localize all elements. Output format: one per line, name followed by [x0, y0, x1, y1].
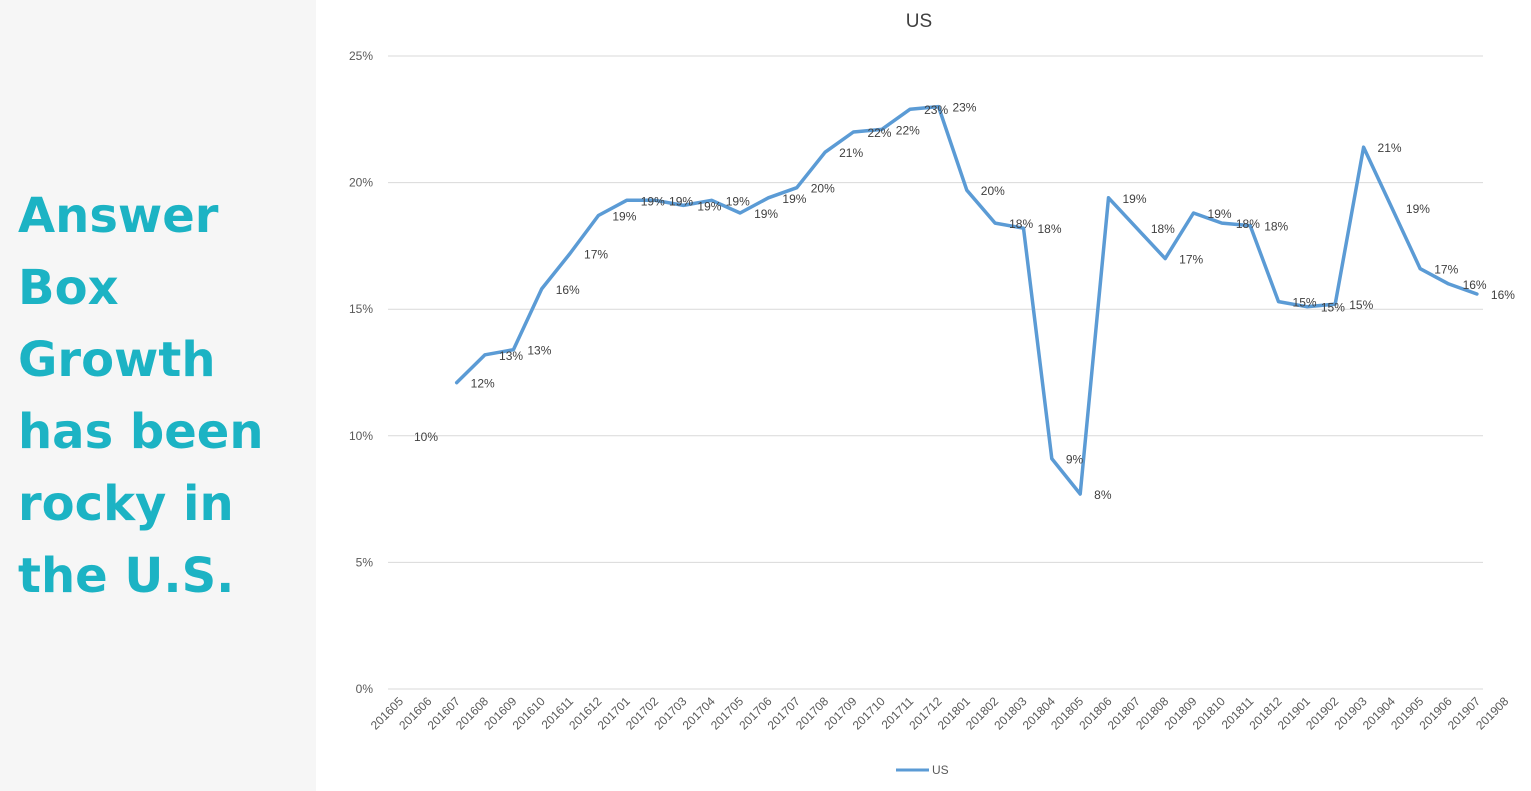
- data-label: 17%: [1434, 263, 1458, 277]
- data-label: 21%: [839, 146, 863, 160]
- data-label: 8%: [1094, 488, 1112, 502]
- data-label: 18%: [1151, 222, 1175, 236]
- y-tick-label: 5%: [356, 555, 374, 569]
- data-label: 19%: [782, 192, 806, 206]
- data-label: 16%: [1463, 278, 1487, 292]
- data-label: 23%: [924, 103, 948, 117]
- data-label: 20%: [811, 182, 835, 196]
- data-label: 15%: [1321, 301, 1345, 315]
- y-axis-labels: 0% 5% 10% 15% 20% 25%: [349, 49, 373, 696]
- data-label: 19%: [1123, 192, 1147, 206]
- data-label: 23%: [952, 101, 976, 115]
- data-label: 16%: [556, 283, 580, 297]
- series-group: [454, 104, 1479, 496]
- headline: Answer Box Growth has been rocky in the …: [18, 188, 264, 604]
- data-label: 19%: [669, 194, 693, 208]
- data-label: 19%: [1406, 202, 1430, 216]
- chart-title: US: [906, 11, 932, 32]
- gridlines: [388, 55, 1483, 690]
- data-label: 13%: [527, 344, 551, 358]
- data-label: 15%: [1293, 296, 1317, 310]
- data-label: 22%: [867, 126, 891, 140]
- left-panel: Answer Box Growth has been rocky in the …: [0, 0, 316, 791]
- data-label: 21%: [1378, 141, 1402, 155]
- data-label: 19%: [1208, 207, 1232, 221]
- data-label: 19%: [726, 194, 750, 208]
- data-label: 18%: [1037, 222, 1061, 236]
- data-label: 19%: [641, 194, 665, 208]
- y-tick-label: 15%: [349, 302, 373, 316]
- legend-label: US: [932, 763, 949, 777]
- data-labels: 10% 12% 13% 13% 16% 17% 19% 19% 19% 19% 19% 19% 19% 2…: [414, 101, 1515, 502]
- data-label: 18%: [1236, 217, 1260, 231]
- y-tick-label: 25%: [349, 49, 373, 63]
- data-label: 18%: [1264, 220, 1288, 234]
- x-tick-label: 201908: [1473, 694, 1511, 732]
- data-label: 22%: [896, 123, 920, 137]
- data-label: 10%: [414, 430, 438, 444]
- x-axis-labels: 2016052016062016072016082016092016102016…: [368, 694, 1512, 732]
- y-tick-label: 10%: [349, 429, 373, 443]
- data-label: 16%: [1491, 288, 1515, 302]
- data-label: 13%: [499, 349, 523, 363]
- data-label: 18%: [1009, 217, 1033, 231]
- data-label: 15%: [1349, 298, 1373, 312]
- data-label: 19%: [754, 207, 778, 221]
- legend: US: [896, 763, 949, 777]
- chart-area: US 0% 5% 10% 15% 20% 25% 201605 201606 201607 20…: [316, 0, 1531, 791]
- series-line-us: [454, 104, 1479, 496]
- line-chart: US 0% 5% 10% 15% 20% 25% 20160520160620160720…: [349, 11, 1515, 777]
- data-label: 17%: [1179, 253, 1203, 267]
- y-tick-label: 20%: [349, 176, 373, 190]
- data-label: 9%: [1066, 453, 1084, 467]
- data-label: 19%: [612, 210, 636, 224]
- data-label: 12%: [471, 377, 495, 391]
- data-label: 20%: [981, 184, 1005, 198]
- data-label: 19%: [697, 199, 721, 213]
- data-label: 17%: [584, 247, 608, 261]
- y-tick-label: 0%: [356, 682, 374, 696]
